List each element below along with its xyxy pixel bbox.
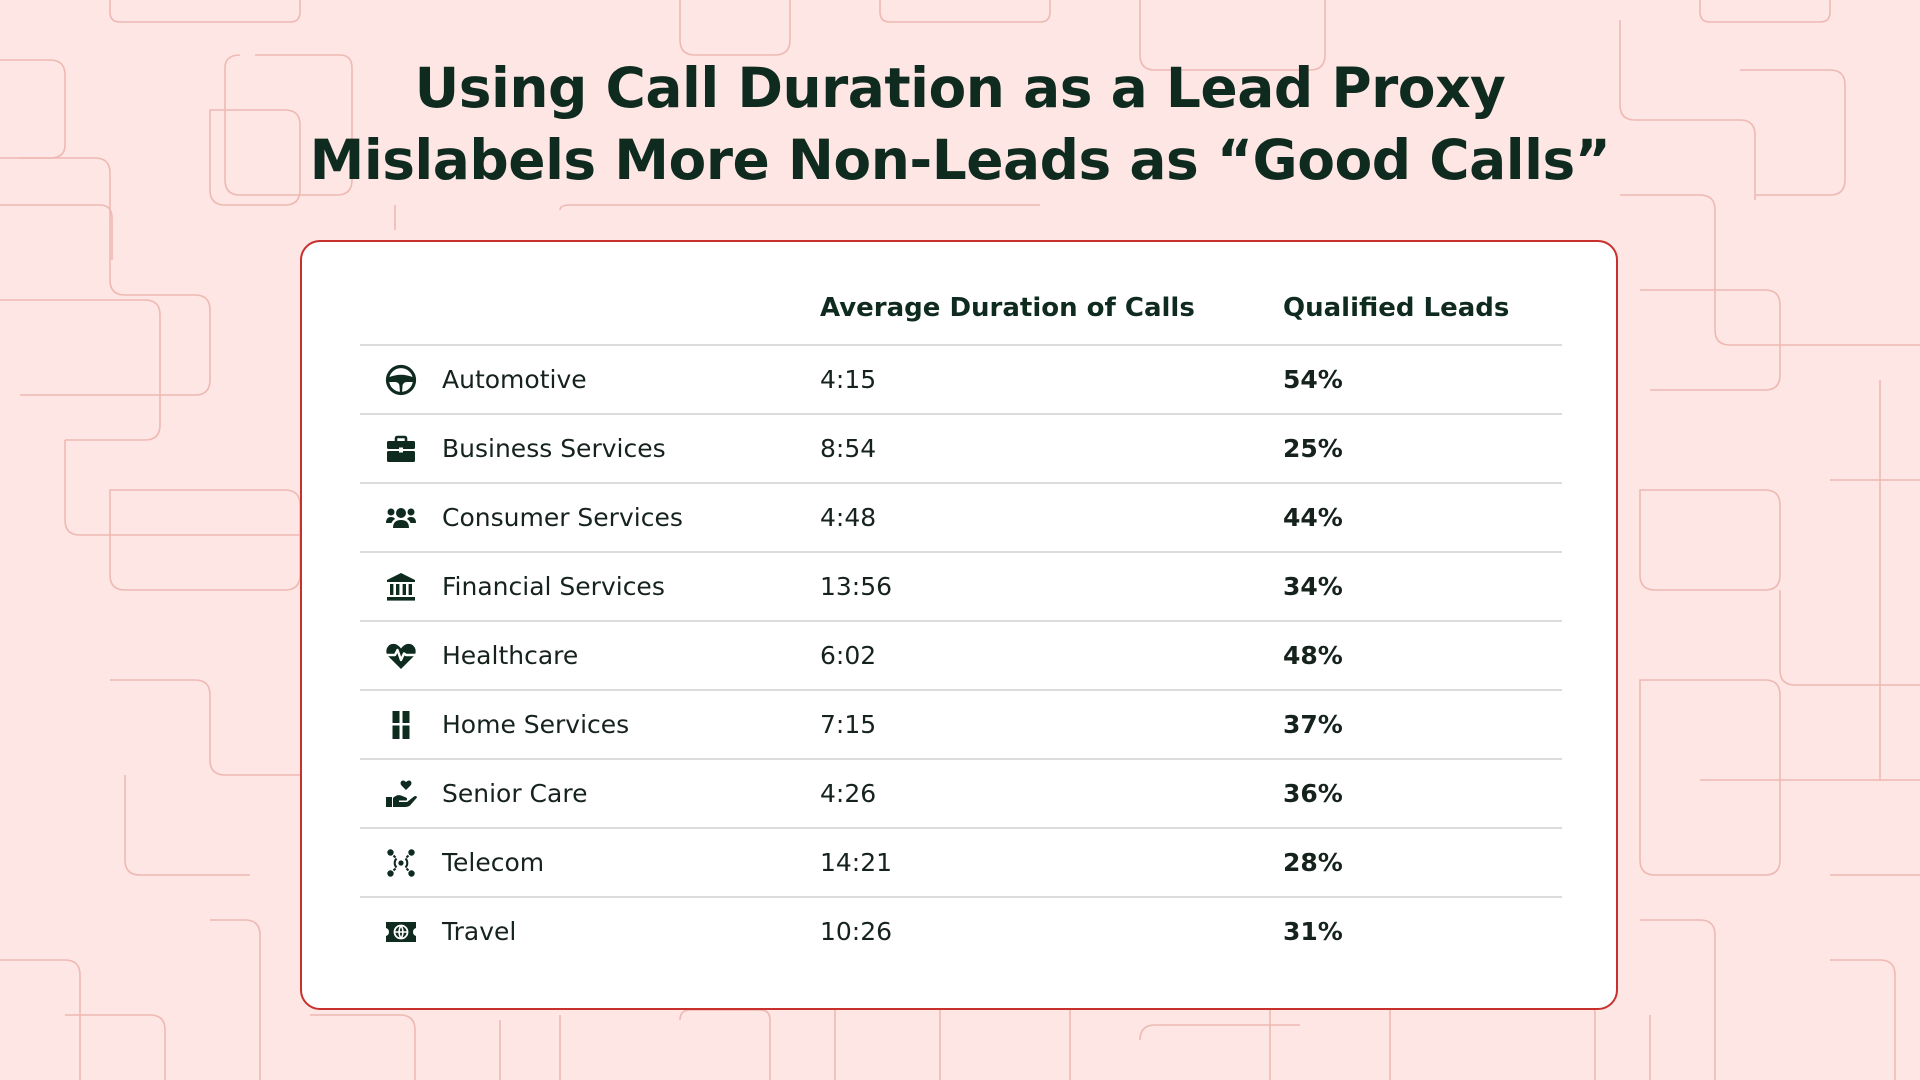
table-row: Travel 10:26 31% — [360, 897, 1562, 965]
qualified-value: 36% — [1283, 759, 1562, 829]
steering-wheel-icon — [384, 363, 418, 397]
duration-value: 4:26 — [820, 759, 1283, 829]
briefcase-icon — [384, 432, 418, 466]
header-duration: Average Duration of Calls — [820, 272, 1283, 346]
duration-value: 10:26 — [820, 917, 893, 946]
category-label: Travel — [442, 917, 517, 946]
header-category — [360, 272, 820, 346]
heart-pulse-icon — [384, 639, 418, 673]
duration-value: 6:02 — [820, 621, 1283, 691]
category-label: Telecom — [442, 848, 545, 877]
qualified-value: 25% — [1283, 414, 1562, 484]
table-row: Telecom 14:21 28% — [360, 828, 1562, 898]
data-table: Average Duration of Calls Qualified Lead… — [360, 272, 1562, 965]
door-icon — [384, 708, 418, 742]
header-row: Average Duration of Calls Qualified Lead… — [360, 272, 1562, 346]
duration-value: 4:48 — [820, 483, 1283, 553]
qualified-value: 54% — [1283, 345, 1562, 415]
title-line-1: Using Call Duration as a Lead Proxy — [414, 56, 1506, 120]
qualified-value: 44% — [1283, 483, 1562, 553]
table-row: Senior Care 4:26 36% — [360, 759, 1562, 829]
hand-heart-icon — [384, 777, 418, 811]
table-row: Consumer Services 4:48 44% — [360, 483, 1562, 553]
qualified-value: 28% — [1283, 828, 1562, 898]
category-label: Consumer Services — [442, 503, 683, 532]
category-label: Business Services — [442, 434, 666, 463]
duration-value: 8:54 — [820, 414, 1283, 484]
table-row: Financial Services 13:56 34% — [360, 552, 1562, 622]
qualified-value: 34% — [1283, 552, 1562, 622]
table-row: Business Services 8:54 25% — [360, 414, 1562, 484]
duration-value: 14:21 — [820, 828, 1283, 898]
people-group-icon — [384, 501, 418, 535]
ticket-globe-icon — [384, 915, 418, 949]
category-label: Senior Care — [442, 779, 588, 808]
category-label: Automotive — [442, 365, 587, 394]
duration-value: 7:15 — [820, 690, 1283, 760]
title-line-2: Mislabels More Non-Leads as “Good Calls” — [309, 128, 1611, 192]
table-row: Automotive 4:15 54% — [360, 345, 1562, 415]
chart-title: Using Call Duration as a Lead Proxy Misl… — [0, 52, 1920, 196]
table-card: Average Duration of Calls Qualified Lead… — [300, 240, 1618, 1010]
table-row: Healthcare 6:02 48% — [360, 621, 1562, 691]
duration-value: 4:15 — [820, 345, 1283, 415]
qualified-value: 48% — [1283, 621, 1562, 691]
header-qualified-leads: Qualified Leads — [1283, 272, 1562, 346]
category-label: Financial Services — [442, 572, 665, 601]
bank-icon — [384, 570, 418, 604]
signal-network-icon — [384, 846, 418, 880]
duration-value: 13:56 — [820, 552, 1283, 622]
table-row: Home Services 7:15 37% — [360, 690, 1562, 760]
qualified-value: 37% — [1283, 690, 1562, 760]
category-label: Home Services — [442, 710, 630, 739]
qualified-value: 31% — [1283, 917, 1343, 946]
category-label: Healthcare — [442, 641, 579, 670]
